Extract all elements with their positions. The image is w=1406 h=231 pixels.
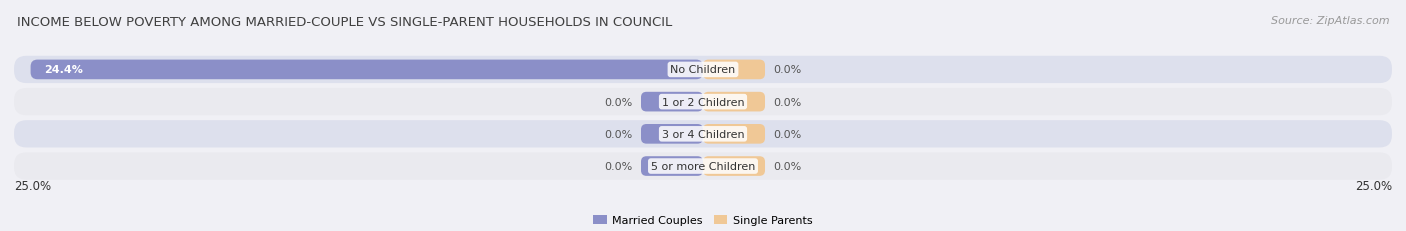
Text: 3 or 4 Children: 3 or 4 Children xyxy=(662,129,744,139)
FancyBboxPatch shape xyxy=(703,92,765,112)
FancyBboxPatch shape xyxy=(641,157,703,176)
Text: Source: ZipAtlas.com: Source: ZipAtlas.com xyxy=(1271,16,1389,26)
FancyBboxPatch shape xyxy=(641,125,703,144)
Text: 25.0%: 25.0% xyxy=(1355,179,1392,192)
FancyBboxPatch shape xyxy=(641,92,703,112)
Legend: Married Couples, Single Parents: Married Couples, Single Parents xyxy=(593,215,813,225)
Text: INCOME BELOW POVERTY AMONG MARRIED-COUPLE VS SINGLE-PARENT HOUSEHOLDS IN COUNCIL: INCOME BELOW POVERTY AMONG MARRIED-COUPL… xyxy=(17,16,672,29)
Text: 0.0%: 0.0% xyxy=(773,65,801,75)
FancyBboxPatch shape xyxy=(703,60,765,80)
FancyBboxPatch shape xyxy=(14,121,1392,148)
Text: 25.0%: 25.0% xyxy=(14,179,51,192)
Text: 0.0%: 0.0% xyxy=(605,97,633,107)
FancyBboxPatch shape xyxy=(14,89,1392,116)
Text: 0.0%: 0.0% xyxy=(773,129,801,139)
Text: No Children: No Children xyxy=(671,65,735,75)
Text: 24.4%: 24.4% xyxy=(45,65,83,75)
FancyBboxPatch shape xyxy=(31,60,703,80)
FancyBboxPatch shape xyxy=(14,153,1392,180)
Text: 5 or more Children: 5 or more Children xyxy=(651,161,755,171)
Text: 0.0%: 0.0% xyxy=(605,129,633,139)
Text: 0.0%: 0.0% xyxy=(773,161,801,171)
FancyBboxPatch shape xyxy=(703,157,765,176)
Text: 0.0%: 0.0% xyxy=(605,161,633,171)
FancyBboxPatch shape xyxy=(14,57,1392,84)
Text: 0.0%: 0.0% xyxy=(773,97,801,107)
FancyBboxPatch shape xyxy=(703,125,765,144)
Text: 1 or 2 Children: 1 or 2 Children xyxy=(662,97,744,107)
